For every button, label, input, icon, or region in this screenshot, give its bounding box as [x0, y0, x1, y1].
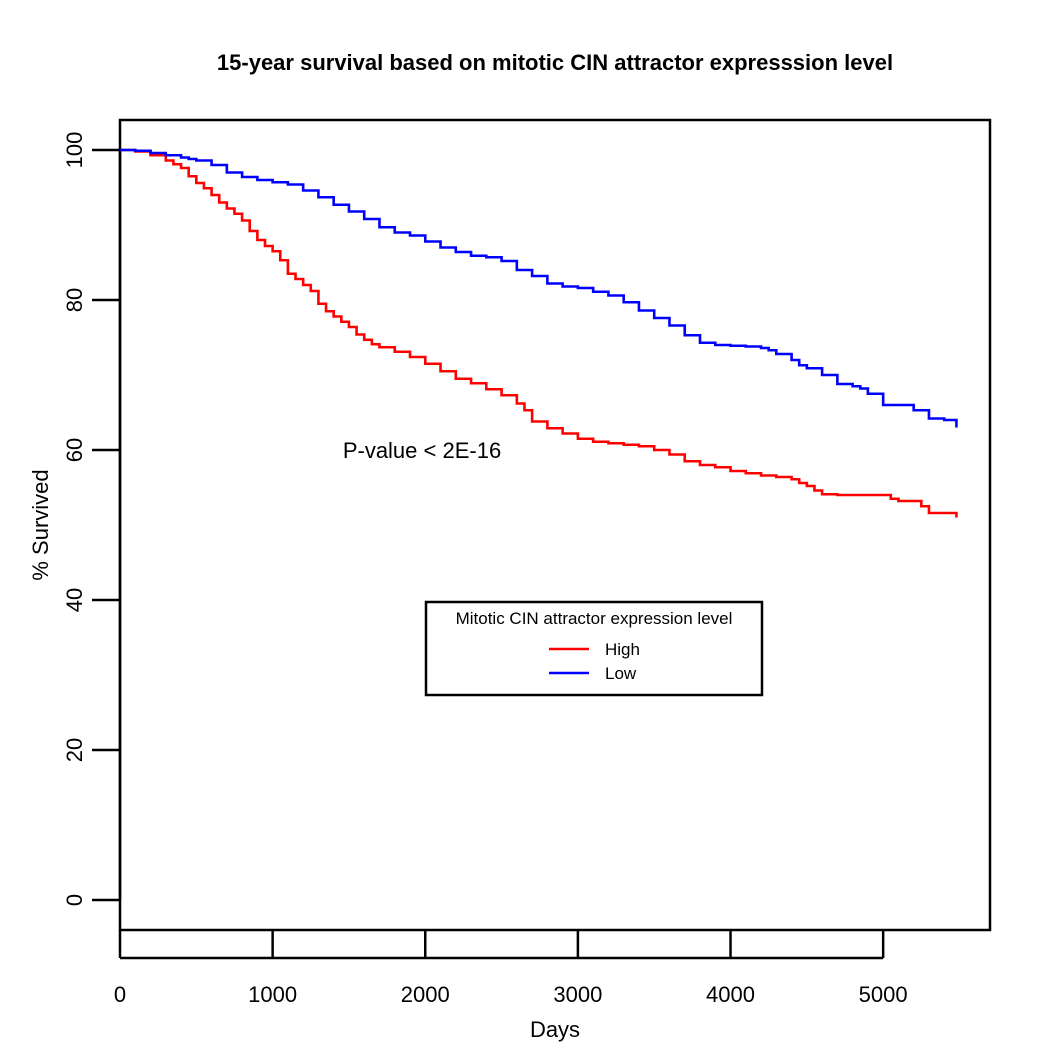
legend-title: Mitotic CIN attractor expression level	[456, 609, 733, 628]
x-tick-label: 5000	[859, 982, 908, 1007]
y-tick-label: 40	[62, 588, 87, 612]
legend: Mitotic CIN attractor expression level H…	[424, 600, 764, 697]
y-tick-label: 0	[62, 894, 87, 906]
x-tick-label: 2000	[401, 982, 450, 1007]
series-layer	[120, 148, 958, 518]
legend-label-high: High	[605, 640, 640, 659]
x-tick-label: 0	[114, 982, 126, 1007]
y-tick-label: 60	[62, 438, 87, 462]
x-tick-label: 1000	[248, 982, 297, 1007]
y-axis: 0 20 40 60 80 100	[62, 132, 122, 906]
legend-label-low: Low	[605, 664, 637, 683]
y-tick-label: 80	[62, 288, 87, 312]
x-tick-label: 4000	[706, 982, 755, 1007]
plot-frame	[118, 118, 992, 932]
x-tick-label: 3000	[553, 982, 602, 1007]
y-tick-label: 100	[62, 132, 87, 169]
series-line-low	[120, 148, 958, 428]
y-axis-label: % Survived	[28, 469, 53, 580]
x-axis: 0 1000 2000 3000 4000 5000	[114, 930, 908, 1007]
x-axis-label: Days	[530, 1017, 580, 1042]
chart-title: 15-year survival based on mitotic CIN at…	[217, 50, 893, 75]
y-tick-label: 20	[62, 738, 87, 762]
series-line-high	[120, 148, 958, 518]
p-value-annotation: P-value < 2E-16	[343, 438, 501, 463]
legend-box	[424, 600, 764, 697]
